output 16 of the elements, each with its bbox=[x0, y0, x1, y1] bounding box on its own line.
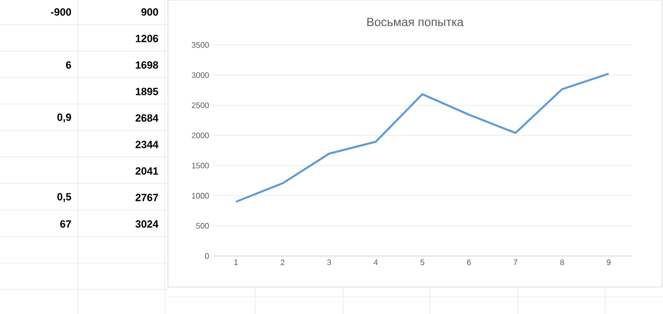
chart-title: Восьмая попытка bbox=[367, 18, 464, 26]
text: 2041 bbox=[136, 167, 158, 175]
text: 3024 bbox=[135, 220, 158, 228]
text: 6 bbox=[66, 61, 72, 69]
text: 1698 bbox=[136, 61, 158, 69]
text: 2344 bbox=[136, 140, 158, 148]
text: 900 bbox=[141, 8, 158, 16]
text: 1206 bbox=[136, 34, 158, 42]
text: 2684 bbox=[136, 114, 158, 122]
text: 0,5 bbox=[57, 193, 72, 202]
text: -900 bbox=[50, 8, 72, 16]
line-series bbox=[234, 72, 610, 203]
text: 2767 bbox=[136, 194, 158, 202]
text: 0,9 bbox=[57, 114, 72, 122]
text: 67 bbox=[60, 220, 72, 228]
text: 1895 bbox=[136, 88, 158, 96]
